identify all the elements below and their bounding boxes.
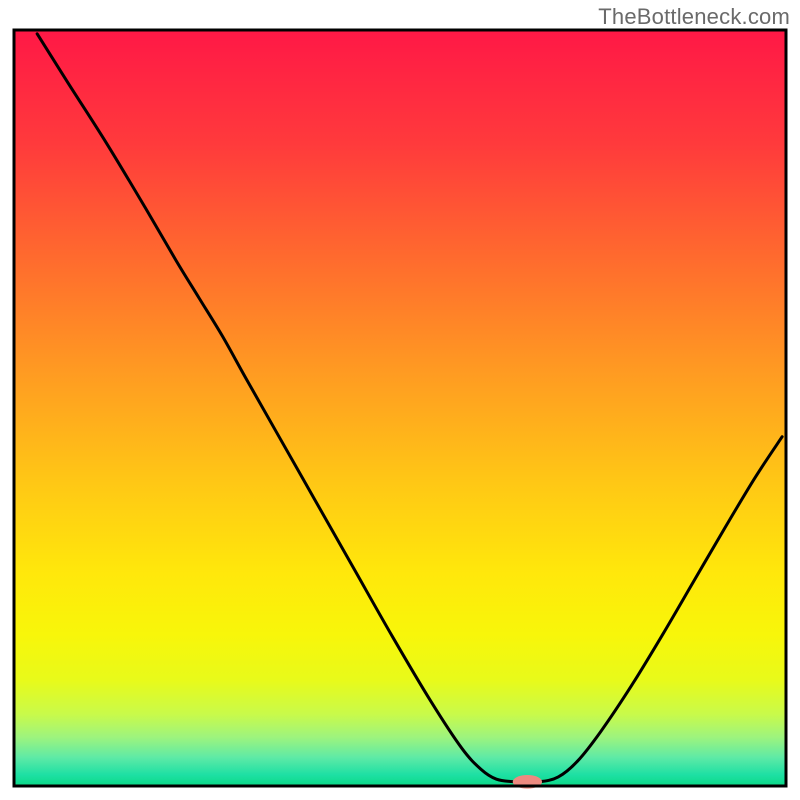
chart-container: TheBottleneck.com	[0, 0, 800, 800]
watermark-text: TheBottleneck.com	[598, 4, 790, 30]
bottleneck-chart	[0, 0, 800, 800]
plot-background	[14, 30, 786, 786]
